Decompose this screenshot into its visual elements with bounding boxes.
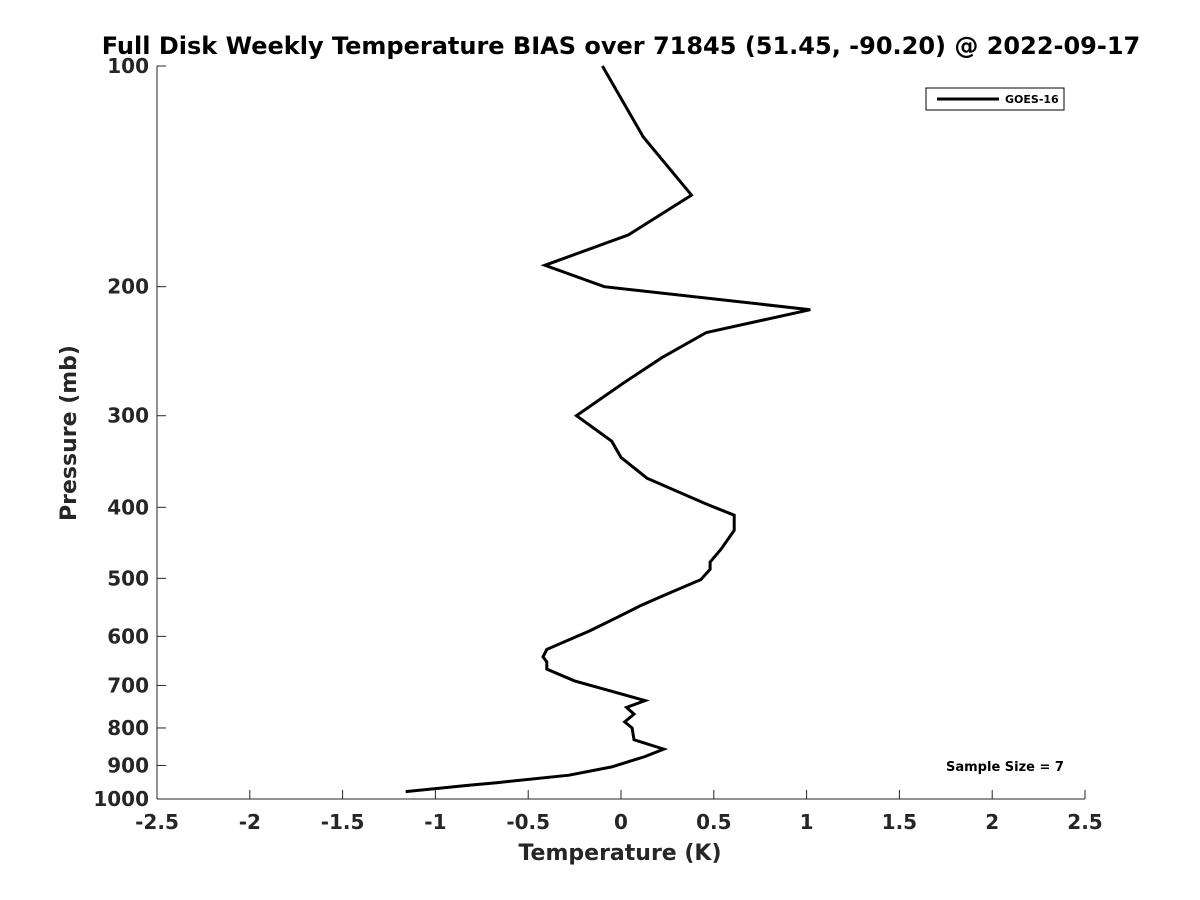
plot-axes [156, 66, 1085, 800]
y-tick-label: 1000 [93, 787, 149, 811]
x-tick-label: -2.5 [135, 810, 179, 834]
y-tick-label: 700 [107, 673, 149, 697]
x-tick-label: 2.5 [1067, 810, 1102, 834]
x-axis-label: Temperature (K) [518, 841, 721, 866]
legend: GOES-16 [925, 87, 1065, 111]
y-tick-label: 200 [107, 275, 149, 299]
x-tick-label: -0.5 [506, 810, 550, 834]
y-tick-label: 300 [107, 404, 149, 428]
y-tick-label: 600 [107, 624, 149, 648]
y-tick-label: 500 [107, 566, 149, 590]
y-tick-label: 900 [107, 753, 149, 777]
y-tick-label: 400 [107, 495, 149, 519]
y-tick-label: 800 [107, 716, 149, 740]
y-axis: 100 200 300 400 500 600 700 800 900 1000 [93, 54, 166, 811]
x-tick-label: 1.5 [882, 810, 917, 834]
series-layer [405, 65, 811, 794]
legend-entry-goes-16: GOES-16 [1005, 93, 1059, 106]
sample-size-annotation: Sample Size = 7 [946, 760, 1064, 775]
x-tick-label: 0 [614, 810, 628, 834]
x-tick-label: -1 [424, 810, 446, 834]
x-tick-label: 0.5 [696, 810, 731, 834]
x-tick-label: -2 [239, 810, 261, 834]
x-tick-label: -1.5 [321, 810, 365, 834]
series-line-goes-16 [405, 65, 811, 794]
chart-title: Full Disk Weekly Temperature BIAS over 7… [102, 32, 1141, 60]
x-tick-label: 1 [800, 810, 814, 834]
x-tick-label: 2 [985, 810, 999, 834]
y-tick-label: 100 [107, 54, 149, 78]
x-axis: -2.5 -2 -1.5 -1 -0.5 0 0.5 1 1.5 2 2.5 [135, 790, 1103, 834]
y-axis-label: Pressure (mb) [57, 345, 82, 521]
